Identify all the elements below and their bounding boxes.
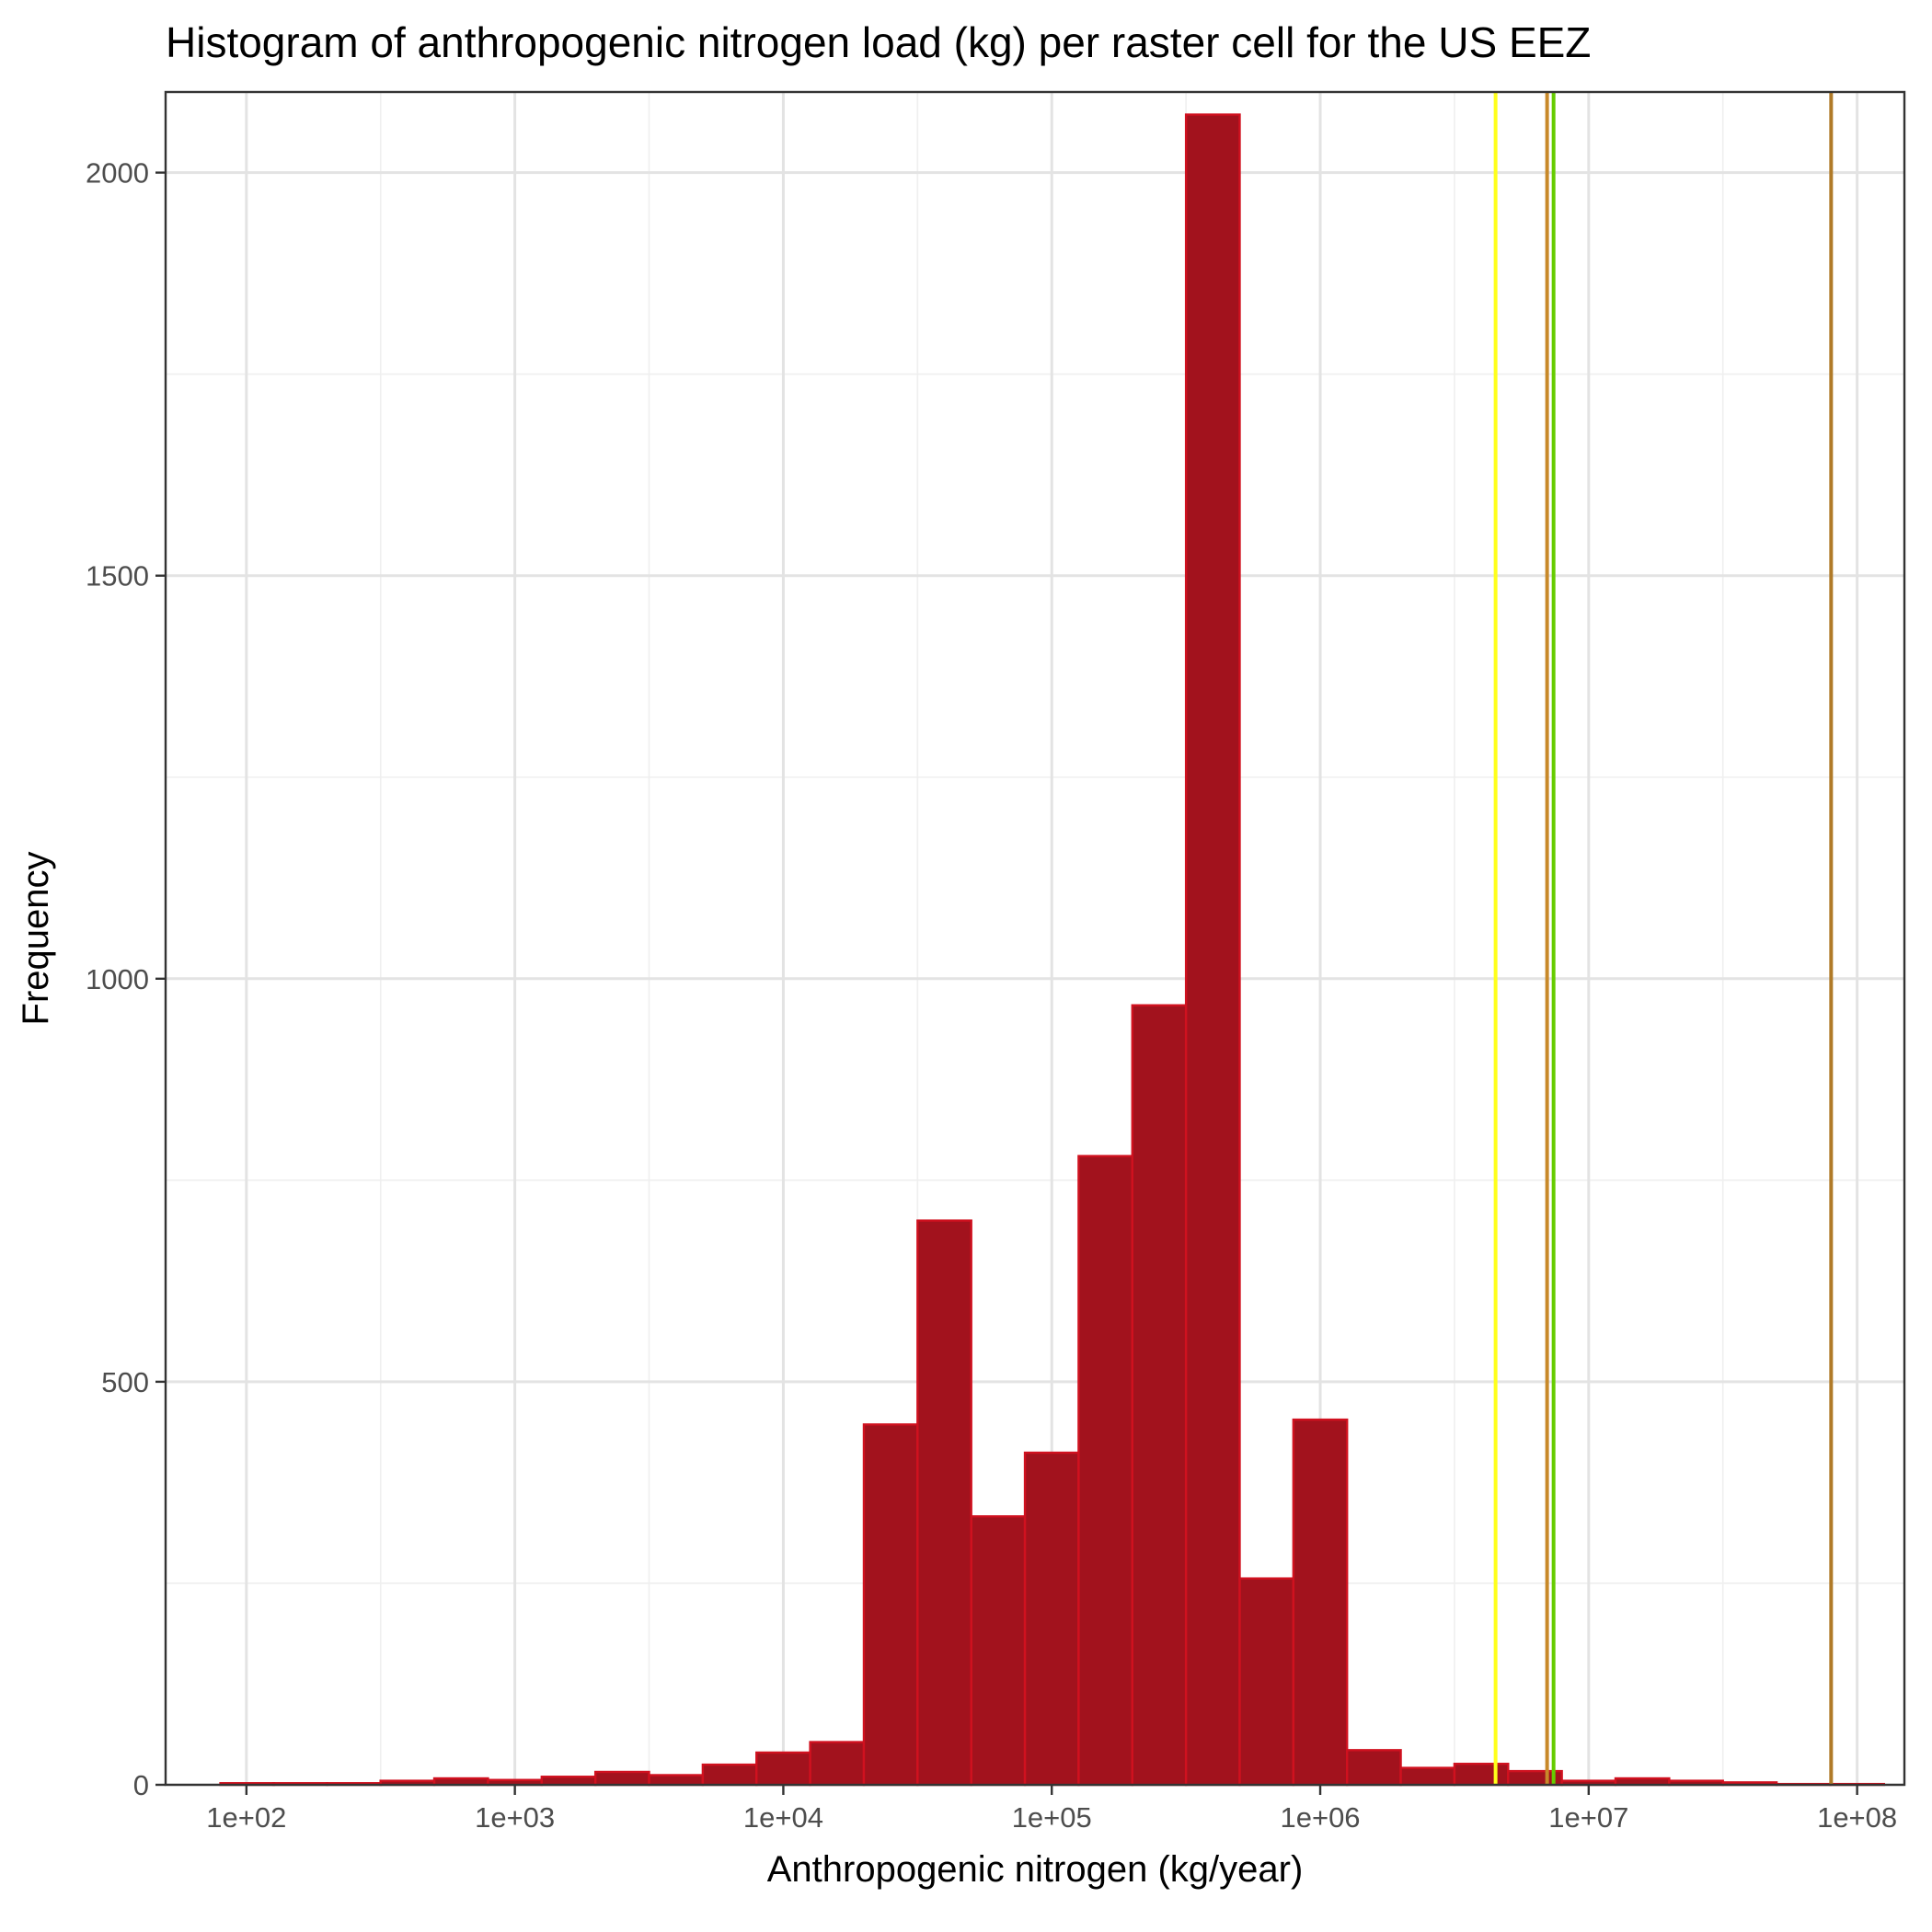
chart-title: Histogram of anthropogenic nitrogen load…	[166, 18, 1591, 66]
histogram-bar	[1292, 1418, 1349, 1787]
reference-lines	[1493, 92, 1834, 1785]
y-tick-label: 1000	[86, 963, 149, 995]
x-tick-label: 1e+08	[1817, 1801, 1897, 1834]
x-tick-label: 1e+07	[1548, 1801, 1628, 1834]
histogram-bar	[1077, 1155, 1133, 1787]
histogram-bar	[1399, 1766, 1456, 1787]
histogram-bar	[1346, 1749, 1402, 1787]
x-axis: 1e+02 1e+03 1e+04 1e+05 1e+06 1e+07 1e+08	[206, 1785, 1897, 1834]
x-tick-label: 1e+03	[475, 1801, 555, 1834]
plot-panel-border	[164, 90, 1906, 1787]
histogram-bar	[1184, 113, 1241, 1787]
y-axis-title: Frequency	[16, 852, 56, 1026]
histogram-bar	[916, 1219, 972, 1787]
histogram-bar	[593, 1770, 650, 1787]
x-tick-label: 1e+05	[1012, 1801, 1092, 1834]
y-tick-label: 0	[133, 1769, 149, 1801]
x-tick-label: 1e+02	[206, 1801, 286, 1834]
histogram-bar	[970, 1515, 1027, 1787]
histogram-bar	[648, 1774, 705, 1787]
x-tick-label: 1e+06	[1280, 1801, 1360, 1834]
y-tick-label: 500	[101, 1366, 149, 1398]
y-tick-label: 2000	[86, 157, 149, 190]
histogram-bar	[755, 1751, 811, 1787]
histogram-bar	[540, 1776, 597, 1787]
histogram-bar	[862, 1423, 919, 1787]
histogram-bar	[1023, 1451, 1080, 1787]
grid-lines	[166, 92, 1904, 1787]
histogram-bar	[1131, 1004, 1188, 1787]
histogram-bar	[701, 1763, 758, 1787]
x-tick-label: 1e+04	[743, 1801, 823, 1834]
y-axis: 0 500 1000 1500 2000	[86, 157, 166, 1801]
x-axis-title: Anthropogenic nitrogen (kg/year)	[767, 1849, 1304, 1890]
histogram-bar	[809, 1741, 866, 1787]
histogram-bar	[1238, 1577, 1295, 1787]
histogram-bar	[1453, 1763, 1510, 1787]
y-tick-label: 1500	[86, 560, 149, 592]
